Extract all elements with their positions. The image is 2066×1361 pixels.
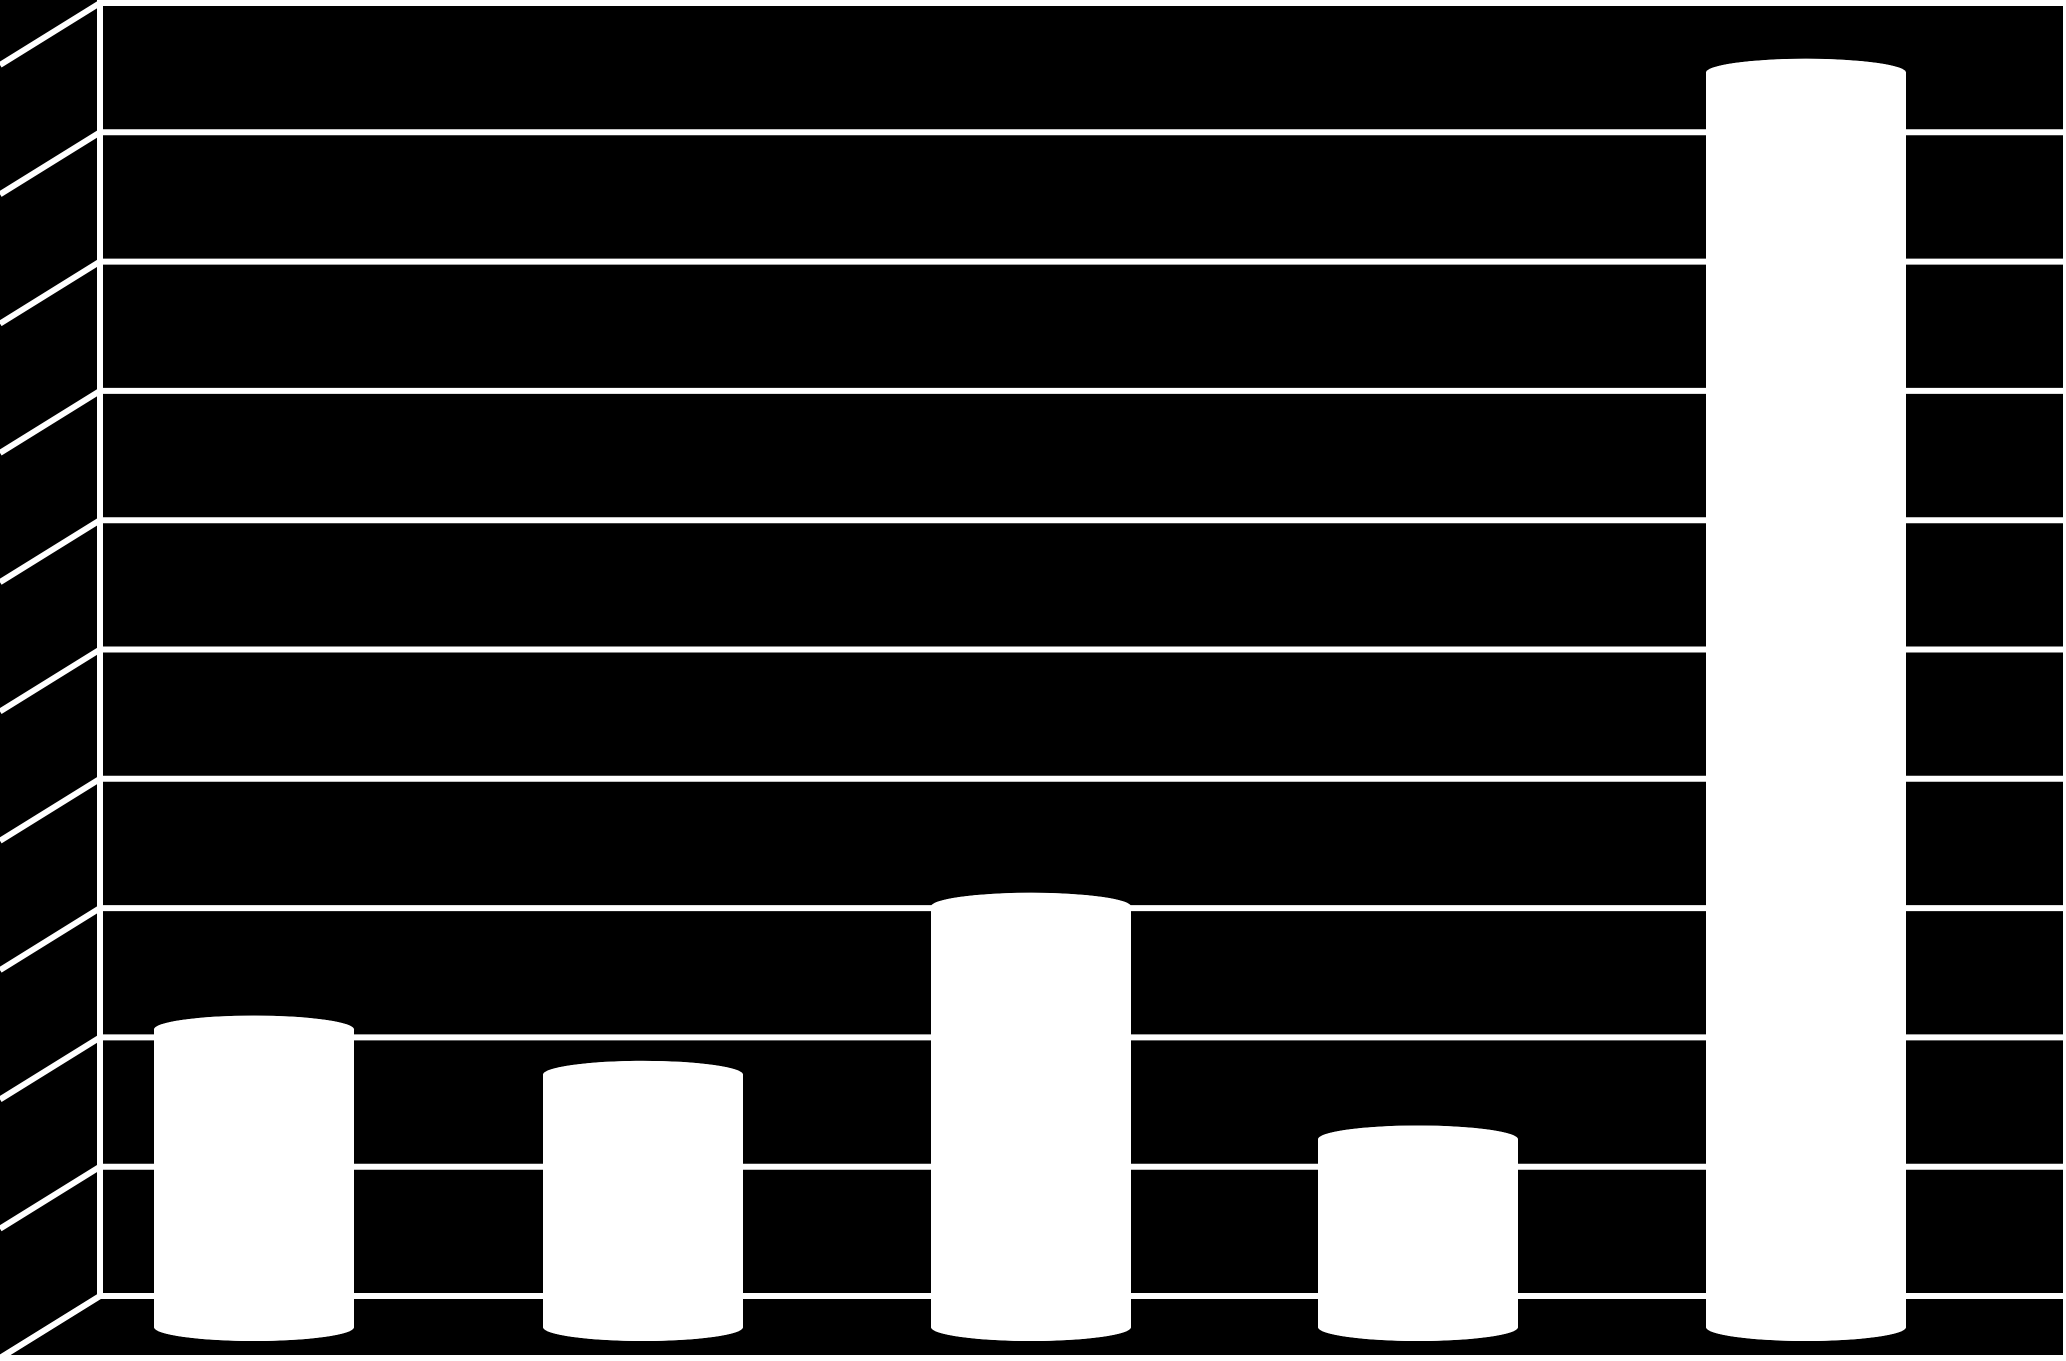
bar-4 bbox=[1706, 59, 1906, 1341]
bar-0 bbox=[154, 1016, 354, 1341]
bar-2 bbox=[931, 893, 1131, 1341]
cylinder-bar-chart bbox=[0, 0, 2066, 1361]
bar-1 bbox=[543, 1061, 743, 1341]
bar-3 bbox=[1318, 1126, 1518, 1341]
chart-container bbox=[0, 0, 2066, 1361]
